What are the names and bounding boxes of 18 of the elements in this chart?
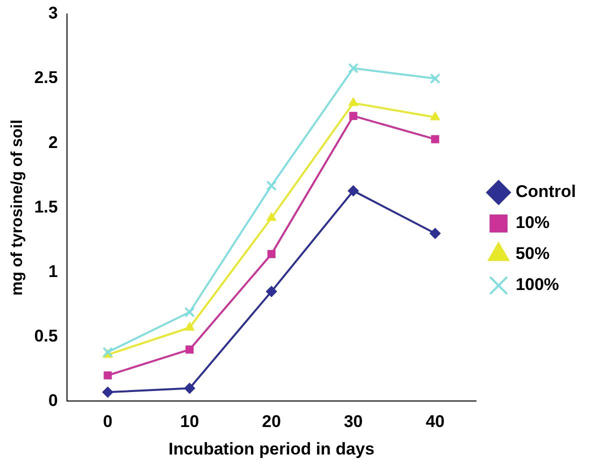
y-tick-label: 3 bbox=[48, 4, 58, 23]
legend-label: 10% bbox=[516, 213, 550, 232]
legend-label: Control bbox=[516, 182, 576, 202]
x-axis-title: Incubation period in days bbox=[168, 439, 374, 458]
x-tick-label: 40 bbox=[426, 412, 445, 432]
y-tick-label: 1.5 bbox=[34, 197, 58, 216]
y-axis-title: mg of tyrosine/g of soil bbox=[9, 120, 26, 296]
legend-label: 100% bbox=[516, 275, 560, 294]
y-tick-label: 2.5 bbox=[34, 68, 58, 88]
y-tick-label: 1 bbox=[48, 262, 58, 281]
x-tick-label: 30 bbox=[344, 412, 363, 432]
y-tick-label: 2 bbox=[48, 132, 58, 152]
x-tick-label: 0 bbox=[103, 412, 112, 432]
y-tick-label: 0.5 bbox=[34, 326, 58, 346]
x-tick-label: 10 bbox=[180, 412, 200, 432]
x-tick-label: 20 bbox=[262, 412, 281, 432]
legend-label: 50% bbox=[516, 244, 550, 264]
y-tick-label: 0 bbox=[48, 390, 58, 410]
